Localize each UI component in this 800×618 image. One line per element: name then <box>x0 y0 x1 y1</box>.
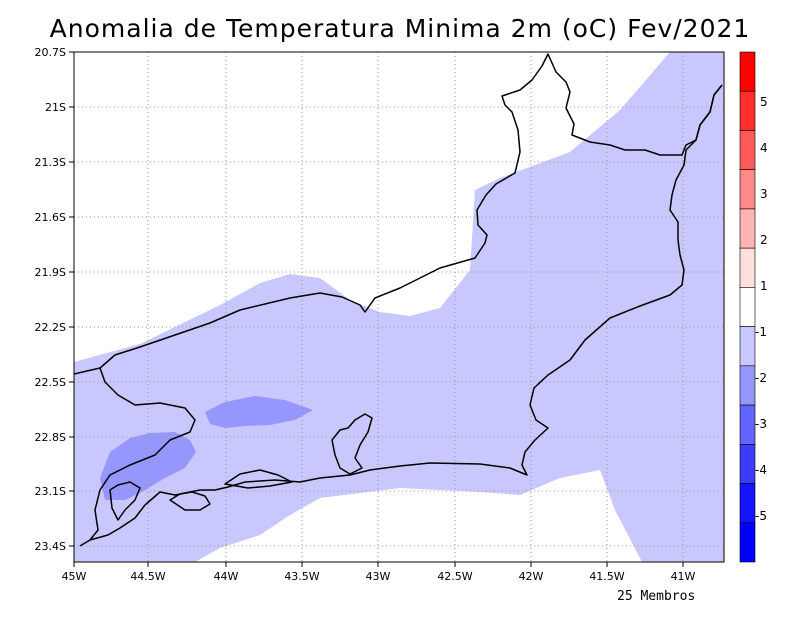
colorbar-swatch <box>739 404 756 445</box>
ensemble-members-note: 25 Membros <box>617 589 696 604</box>
lat-tick-label: 23.4S <box>35 540 66 553</box>
lon-tick-label: 43W <box>366 570 391 583</box>
colorbar-label: -2 <box>755 371 767 385</box>
lon-tick-label: 45W <box>62 570 87 583</box>
sepetiba-bay <box>224 469 293 489</box>
colorbar-swatch <box>739 326 756 367</box>
paraty-coast <box>109 481 141 521</box>
anomaly-region-minus1-minus2 <box>74 52 724 562</box>
colorbar-label: -3 <box>755 417 767 431</box>
colorbar-label: 1 <box>760 279 768 293</box>
colorbar-swatch <box>739 51 756 92</box>
sp-mg-border <box>89 367 196 541</box>
colorbar-swatch <box>739 365 756 406</box>
colorbar-label: -5 <box>755 509 767 523</box>
colorbar-labels: 5 4 3 2 1 -1 -2 -3 -4 -5 <box>755 95 768 523</box>
lon-tick-label: 42W <box>519 570 544 583</box>
lat-tick-label: 23.1S <box>35 485 66 498</box>
colorbar-swatch <box>739 208 756 249</box>
colorbar-label: 2 <box>760 233 768 247</box>
colorbar-swatch <box>739 287 756 327</box>
plot-area-frame <box>73 51 725 563</box>
colorbar-swatch <box>739 522 756 563</box>
rj-coastline <box>79 84 723 547</box>
guanabara-bay <box>331 413 373 475</box>
lon-tick-label: 43.5W <box>284 570 319 583</box>
lat-tick-label: 21.9S <box>35 266 66 279</box>
lat-tick-label: 21.3S <box>35 156 66 169</box>
colorbar-label: -1 <box>755 325 767 339</box>
lat-tick-label: 20.7S <box>35 46 66 59</box>
lon-tick-labels: 45W 44.5W 44W 43.5W 43W 42.5W 42W 41.5W … <box>62 570 696 583</box>
colorbar-swatch <box>739 483 756 524</box>
ilha-grande <box>169 491 211 511</box>
state-border-outline <box>73 53 723 375</box>
lon-tick-label: 44.5W <box>130 570 165 583</box>
colorbar-swatch <box>739 444 756 484</box>
colorbar-label: 3 <box>760 187 768 201</box>
lat-tick-label: 21.6S <box>35 211 66 224</box>
lat-tick-label: 22.5S <box>35 376 66 389</box>
colorbar <box>739 51 756 563</box>
colorbar-swatch <box>739 130 756 170</box>
axis-ticks <box>69 51 684 567</box>
colorbar-swatch <box>739 169 756 210</box>
anomaly-region-minus2-minus3-central <box>205 396 313 428</box>
colorbar-swatch <box>739 247 756 288</box>
lon-tick-label: 44W <box>214 570 239 583</box>
lon-tick-label: 41W <box>671 570 696 583</box>
lat-tick-labels: 20.7S 21S 21.3S 21.6S 21.9S 22.2S 22.5S … <box>35 46 66 553</box>
colorbar-label: 5 <box>760 95 768 109</box>
map-title: Anomalia de Temperatura Minima 2m (oC) F… <box>49 14 751 43</box>
colorbar-label: 4 <box>760 141 768 155</box>
lat-tick-label: 21S <box>45 101 66 114</box>
lon-tick-label: 42.5W <box>437 570 472 583</box>
lon-tick-label: 41.5W <box>589 570 624 583</box>
colorbar-label: -4 <box>755 463 767 477</box>
anomaly-field <box>74 52 724 562</box>
colorbar-swatch <box>739 90 756 131</box>
lat-tick-label: 22.8S <box>35 431 66 444</box>
gridlines <box>74 52 724 562</box>
state-borders <box>73 53 723 547</box>
lat-tick-label: 22.2S <box>35 321 66 334</box>
